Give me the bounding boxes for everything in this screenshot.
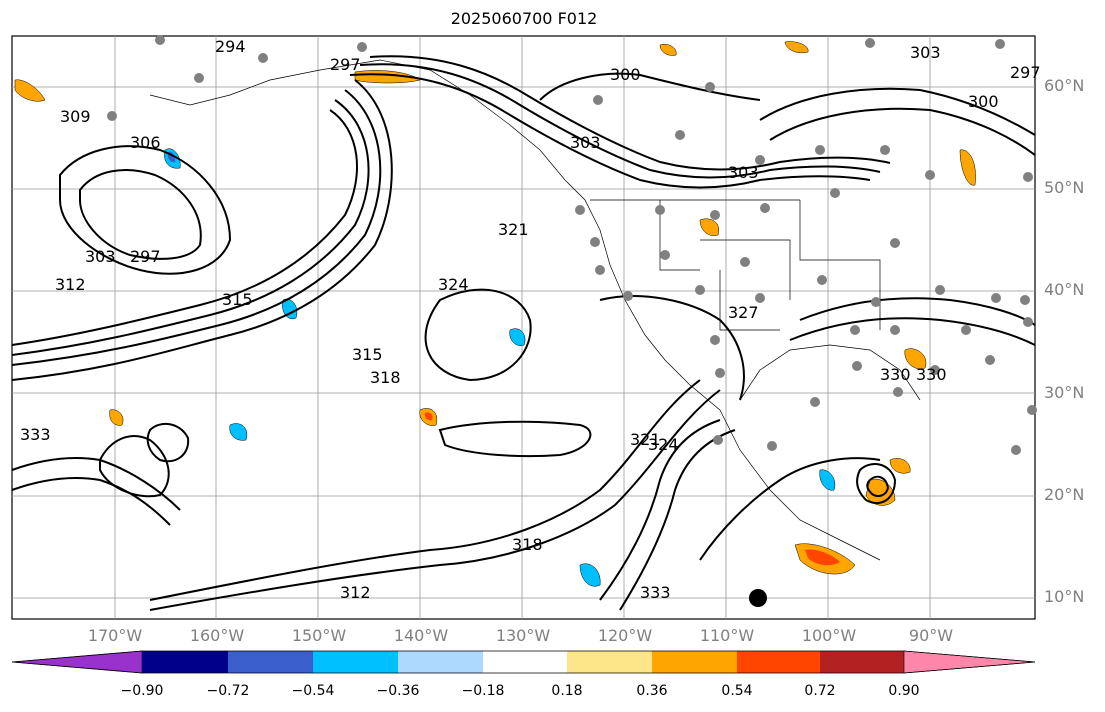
map-title: 2025060700 F012 — [450, 9, 598, 28]
contour-label: 333 — [640, 583, 671, 602]
contour-label: 330 — [880, 365, 911, 384]
coastlines — [149, 59, 921, 561]
colorbar-tick-label: −0.54 — [291, 683, 335, 699]
colorbar-tick-label: −0.18 — [461, 683, 505, 699]
contour-label: 306 — [130, 133, 161, 152]
colorbar-tick-label: 0.36 — [636, 683, 668, 699]
contour-label: 309 — [60, 107, 91, 126]
colorbar-tick-label: 0.54 — [721, 683, 753, 699]
contour-label: 297 — [130, 247, 161, 266]
lat-label: 50°N — [1044, 178, 1085, 198]
colorbar-tick-label: −0.72 — [206, 683, 250, 699]
contour-label: 312 — [55, 275, 86, 294]
contour-label: 327 — [728, 303, 759, 322]
lon-label: 170°W — [87, 626, 143, 645]
contour-label: 300 — [968, 92, 999, 111]
lon-label: 110°W — [699, 626, 755, 645]
lon-label: 130°W — [495, 626, 551, 645]
lat-label: 10°N — [1044, 587, 1085, 606]
lon-label: 120°W — [597, 626, 653, 645]
contour-label: 333 — [20, 425, 51, 444]
lon-label: 100°W — [801, 626, 857, 645]
lat-label: 60°N — [1044, 76, 1085, 95]
lon-label: 160°W — [189, 626, 245, 645]
colorbar-tick-label: 0.90 — [888, 683, 920, 699]
contour-label: 315 — [352, 345, 383, 364]
contour-label: 312 — [340, 583, 371, 602]
contour-label: 330 — [916, 365, 947, 384]
contour-label: 297 — [330, 55, 361, 74]
colorbar-tick-label: −0.90 — [120, 683, 164, 699]
contour-label: 318 — [512, 535, 543, 554]
theta-contours — [11, 55, 1036, 611]
contour-label: 315 — [222, 290, 253, 309]
lat-label: 40°N — [1044, 280, 1085, 300]
contour-label: 324 — [438, 275, 469, 294]
station-markers — [107, 35, 1037, 455]
lat-label: 20°N — [1044, 484, 1085, 504]
contour-label: 294 — [215, 37, 246, 56]
colorbar — [11, 650, 1036, 674]
contour-label: 324 — [648, 435, 679, 454]
contour-label: 303 — [570, 133, 601, 152]
lon-label: 90°W — [908, 626, 954, 645]
closed-low-marker — [749, 589, 767, 607]
contour-label: 297 — [1010, 63, 1041, 82]
contour-label: 303 — [728, 163, 759, 182]
map-panel — [11, 35, 1036, 620]
lon-label: 150°W — [291, 626, 347, 645]
colorbar-tick-label: −0.36 — [376, 683, 420, 699]
contour-label: 321 — [630, 430, 661, 449]
contour-label: 303 — [85, 247, 116, 266]
lat-label: 30°N — [1044, 382, 1085, 402]
contour-label: 321 — [498, 220, 529, 239]
contour-label: 318 — [370, 368, 401, 387]
colorbar-tick-label: 0.72 — [804, 683, 836, 699]
colorbar-tick-label: 0.18 — [551, 683, 583, 699]
lon-label: 140°W — [393, 626, 449, 645]
contour-label: 303 — [910, 43, 941, 62]
contour-label: 300 — [610, 65, 641, 84]
